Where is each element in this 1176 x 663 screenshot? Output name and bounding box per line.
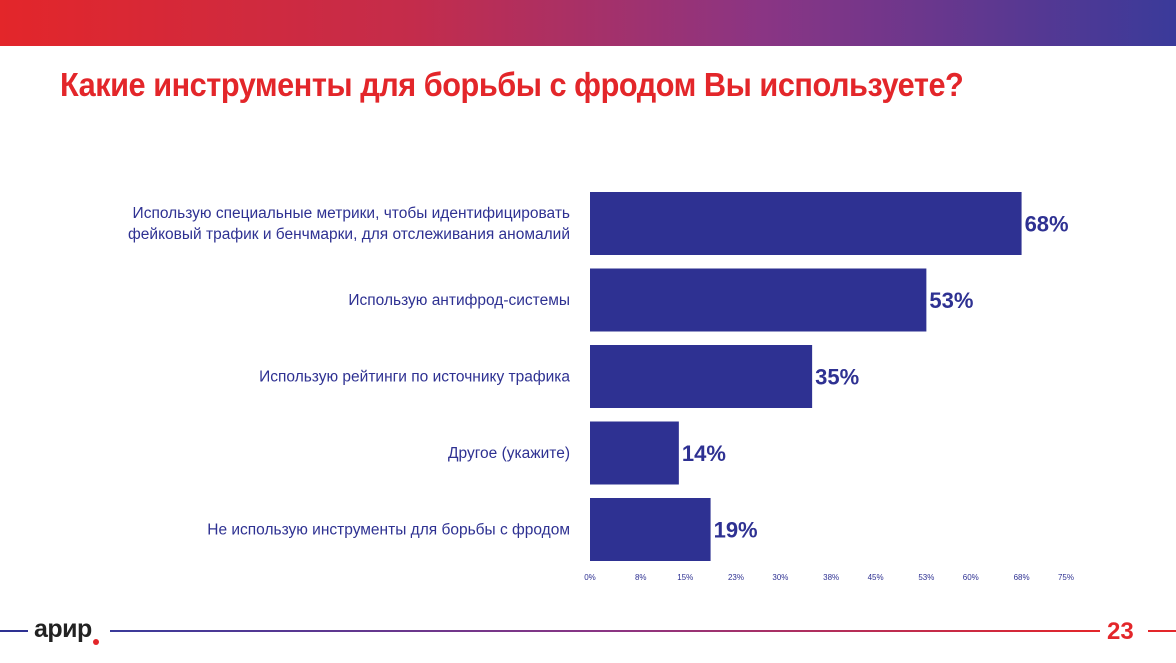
bar	[590, 421, 679, 485]
x-tick-label: 68%	[1014, 573, 1030, 582]
x-tick-label: 53%	[918, 573, 934, 582]
x-tick-label: 30%	[772, 573, 788, 582]
category-label: фейковый трафик и бенчмарки, для отслежи…	[128, 226, 570, 243]
brand-logo: арир	[34, 615, 92, 643]
category-label: Не использую инструменты для борьбы с фр…	[207, 522, 570, 539]
footer-line-right	[1148, 630, 1176, 632]
bar	[590, 192, 1022, 255]
x-tick-label: 0%	[584, 573, 596, 582]
footer-line-left	[0, 630, 28, 632]
category-label: Другое (укажите)	[448, 445, 570, 462]
category-label: Использую специальные метрики, чтобы иде…	[133, 205, 570, 222]
bar-value-label: 35%	[815, 365, 859, 390]
brand-logo-dot	[93, 639, 99, 645]
x-tick-label: 60%	[963, 573, 979, 582]
x-tick-label: 75%	[1058, 573, 1074, 582]
header-gradient-band	[0, 0, 1176, 46]
bar	[590, 498, 711, 561]
page-number: 23	[1107, 618, 1134, 645]
x-tick-label: 38%	[823, 573, 839, 582]
bar-value-label: 14%	[682, 441, 726, 466]
bar	[590, 345, 813, 408]
x-tick-label: 8%	[635, 573, 647, 582]
bar	[590, 268, 927, 332]
slide-title: Какие инструменты для борьбы с фродом Вы…	[60, 66, 964, 103]
x-tick-label: 23%	[728, 573, 744, 582]
category-label: Использую рейтинги по источнику трафика	[259, 369, 570, 386]
x-tick-label: 45%	[868, 573, 884, 582]
category-label: Использую антифрод-системы	[348, 292, 570, 309]
bar-value-label: 19%	[714, 518, 758, 543]
bar-value-label: 53%	[929, 288, 973, 313]
bar-value-label: 68%	[1025, 212, 1069, 237]
x-tick-label: 15%	[677, 573, 693, 582]
footer-line	[110, 630, 1100, 632]
